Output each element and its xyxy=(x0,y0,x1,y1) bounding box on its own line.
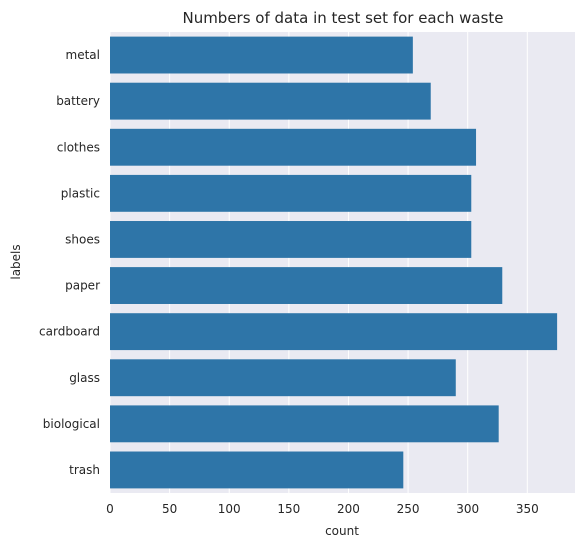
chart-title: Numbers of data in test set for each was… xyxy=(182,9,503,27)
bar-paper xyxy=(110,267,503,304)
x-tick-label: 0 xyxy=(106,502,114,516)
y-tick-label: glass xyxy=(69,371,100,385)
bar-battery xyxy=(110,82,431,120)
y-tick-label: shoes xyxy=(65,232,100,246)
y-tick-label: trash xyxy=(69,463,100,477)
y-tick-labels: metal battery clothes plastic shoes paper card… xyxy=(39,48,100,477)
x-axis-label: count xyxy=(325,524,359,538)
y-tick-label: clothes xyxy=(57,140,100,154)
bars xyxy=(110,36,558,489)
bar-shoes xyxy=(110,221,472,258)
x-tick-labels: 0 50 100 150 200 250 300 350 xyxy=(106,502,539,516)
x-tick-label: 350 xyxy=(516,502,539,516)
y-tick-label: battery xyxy=(56,94,100,108)
bar-biological xyxy=(110,405,499,443)
x-tick-label: 200 xyxy=(337,502,360,516)
x-tick-label: 100 xyxy=(218,502,241,516)
y-tick-label: cardboard xyxy=(39,325,100,339)
y-tick-label: metal xyxy=(66,48,100,62)
bar-glass xyxy=(110,359,456,397)
y-axis-label: labels xyxy=(9,244,23,279)
bar-metal xyxy=(110,36,413,74)
y-tick-label: plastic xyxy=(61,186,100,200)
y-tick-label: biological xyxy=(43,417,100,431)
bar-plastic xyxy=(110,174,472,212)
bar-trash xyxy=(110,451,404,489)
bar-clothes xyxy=(110,128,477,166)
x-tick-label: 150 xyxy=(277,502,300,516)
x-tick-label: 300 xyxy=(456,502,479,516)
bar-cardboard xyxy=(110,313,558,351)
y-tick-label: paper xyxy=(65,279,100,293)
x-tick-label: 250 xyxy=(397,502,420,516)
x-tick-label: 50 xyxy=(162,502,177,516)
